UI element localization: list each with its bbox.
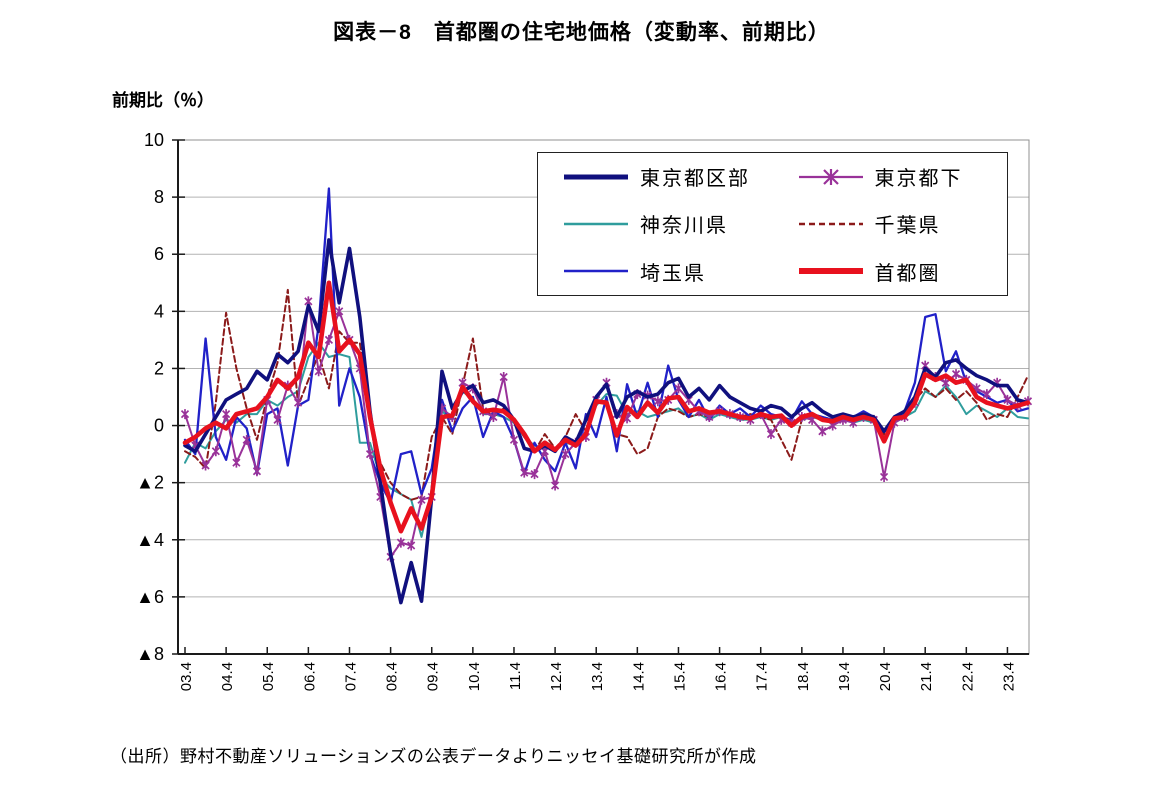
legend-line-tokyo-ku-icon bbox=[564, 174, 628, 180]
series-markers-tokyo-tama bbox=[180, 296, 1033, 562]
chart-legend: 東京都区部 東京都下 神奈川県 千葉県 埼玉県 首都圏 bbox=[537, 152, 1008, 296]
x-tick-label: 13.4 bbox=[589, 662, 606, 691]
legend-label-chiba: 千葉県 bbox=[874, 215, 941, 238]
y-tick-label: 2 bbox=[154, 358, 164, 378]
legend-line-chiba-icon bbox=[798, 222, 863, 226]
y-tick-label: 4 bbox=[154, 301, 164, 321]
series-line-shutoken bbox=[182, 280, 1031, 534]
series-line-tokyo-ku bbox=[183, 238, 1030, 605]
legend-item-saitama: 埼玉県 bbox=[538, 257, 773, 286]
x-tick-label: 19.4 bbox=[836, 662, 853, 691]
legend-item-kanagawa: 神奈川県 bbox=[538, 209, 773, 238]
x-tick-label: 08.4 bbox=[384, 662, 401, 691]
page-title: 図表－8 首都圏の住宅地価格（変動率、前期比） bbox=[333, 21, 830, 44]
legend-label-tokyo-ku: 東京都区部 bbox=[640, 168, 750, 191]
x-tick-label: 15.4 bbox=[671, 662, 688, 691]
x-tick-label: 07.4 bbox=[342, 662, 359, 691]
x-tick-label: 06.4 bbox=[301, 662, 318, 691]
x-tick-label: 05.4 bbox=[260, 662, 277, 691]
x-tick-label: 22.4 bbox=[959, 662, 976, 691]
legend-label-tokyo-tama: 東京都下 bbox=[874, 168, 963, 191]
legend-line-saitama-icon bbox=[564, 270, 628, 273]
x-tick-label: 18.4 bbox=[795, 662, 812, 691]
y-axis-unit-label: 前期比（％） bbox=[112, 91, 214, 110]
y-tick-label: 6 bbox=[154, 244, 164, 264]
legend-item-tokyo-ku: 東京都区部 bbox=[538, 162, 773, 191]
x-tick-label: 12.4 bbox=[548, 662, 565, 691]
y-tick-label: ▲2 bbox=[136, 473, 164, 493]
x-tick-label: 09.4 bbox=[425, 662, 442, 691]
x-tick-label: 11.4 bbox=[507, 662, 524, 690]
x-tick-label: 04.4 bbox=[219, 662, 236, 691]
x-tick-label: 10.4 bbox=[466, 662, 483, 691]
y-tick-label: ▲4 bbox=[136, 530, 164, 550]
x-tick-label: 03.4 bbox=[178, 662, 195, 691]
x-tick-label: 20.4 bbox=[877, 662, 894, 691]
x-tick-label: 17.4 bbox=[754, 662, 771, 691]
legend-item-chiba: 千葉県 bbox=[773, 209, 1008, 238]
legend-item-tokyo-tama: 東京都下 bbox=[773, 162, 1008, 191]
y-tick-label: ▲8 bbox=[136, 644, 164, 664]
legend-line-tokyo-tama-icon bbox=[798, 168, 863, 185]
source-note: （出所）野村不動産ソリューションズの公表データよりニッセイ基礎研究所が作成 bbox=[110, 747, 757, 766]
x-tick-label: 14.4 bbox=[630, 662, 647, 691]
x-tick-label: 21.4 bbox=[918, 662, 935, 691]
y-tick-label: 8 bbox=[154, 187, 164, 207]
x-tick-label: 23.4 bbox=[1000, 662, 1017, 691]
legend-label-saitama: 埼玉県 bbox=[640, 262, 706, 285]
y-tick-label: 10 bbox=[144, 130, 164, 150]
legend-label-kanagawa: 神奈川県 bbox=[640, 215, 728, 238]
legend-line-kanagawa-icon bbox=[564, 222, 628, 226]
legend-line-shutoken-icon bbox=[798, 268, 863, 275]
y-tick-label: 0 bbox=[154, 416, 164, 436]
x-tick-label: 16.4 bbox=[713, 662, 730, 691]
series-line-tokyo-tama bbox=[184, 300, 1029, 558]
y-tick-label: ▲6 bbox=[136, 587, 164, 607]
legend-label-shutoken: 首都圏 bbox=[874, 262, 941, 285]
legend-item-shutoken: 首都圏 bbox=[773, 257, 1008, 286]
